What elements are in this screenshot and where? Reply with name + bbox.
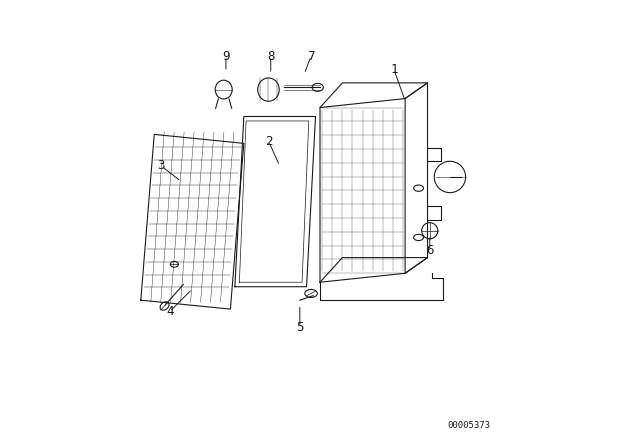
Text: 00005373: 00005373 xyxy=(447,421,490,430)
Text: 2: 2 xyxy=(265,134,272,148)
Text: 8: 8 xyxy=(267,49,275,63)
Text: 6: 6 xyxy=(426,244,433,258)
Text: 1: 1 xyxy=(390,63,397,76)
Text: 7: 7 xyxy=(307,49,315,63)
Text: 4: 4 xyxy=(166,305,173,318)
Text: 5: 5 xyxy=(296,320,303,334)
Text: 3: 3 xyxy=(157,159,164,172)
Text: 9: 9 xyxy=(222,49,230,63)
